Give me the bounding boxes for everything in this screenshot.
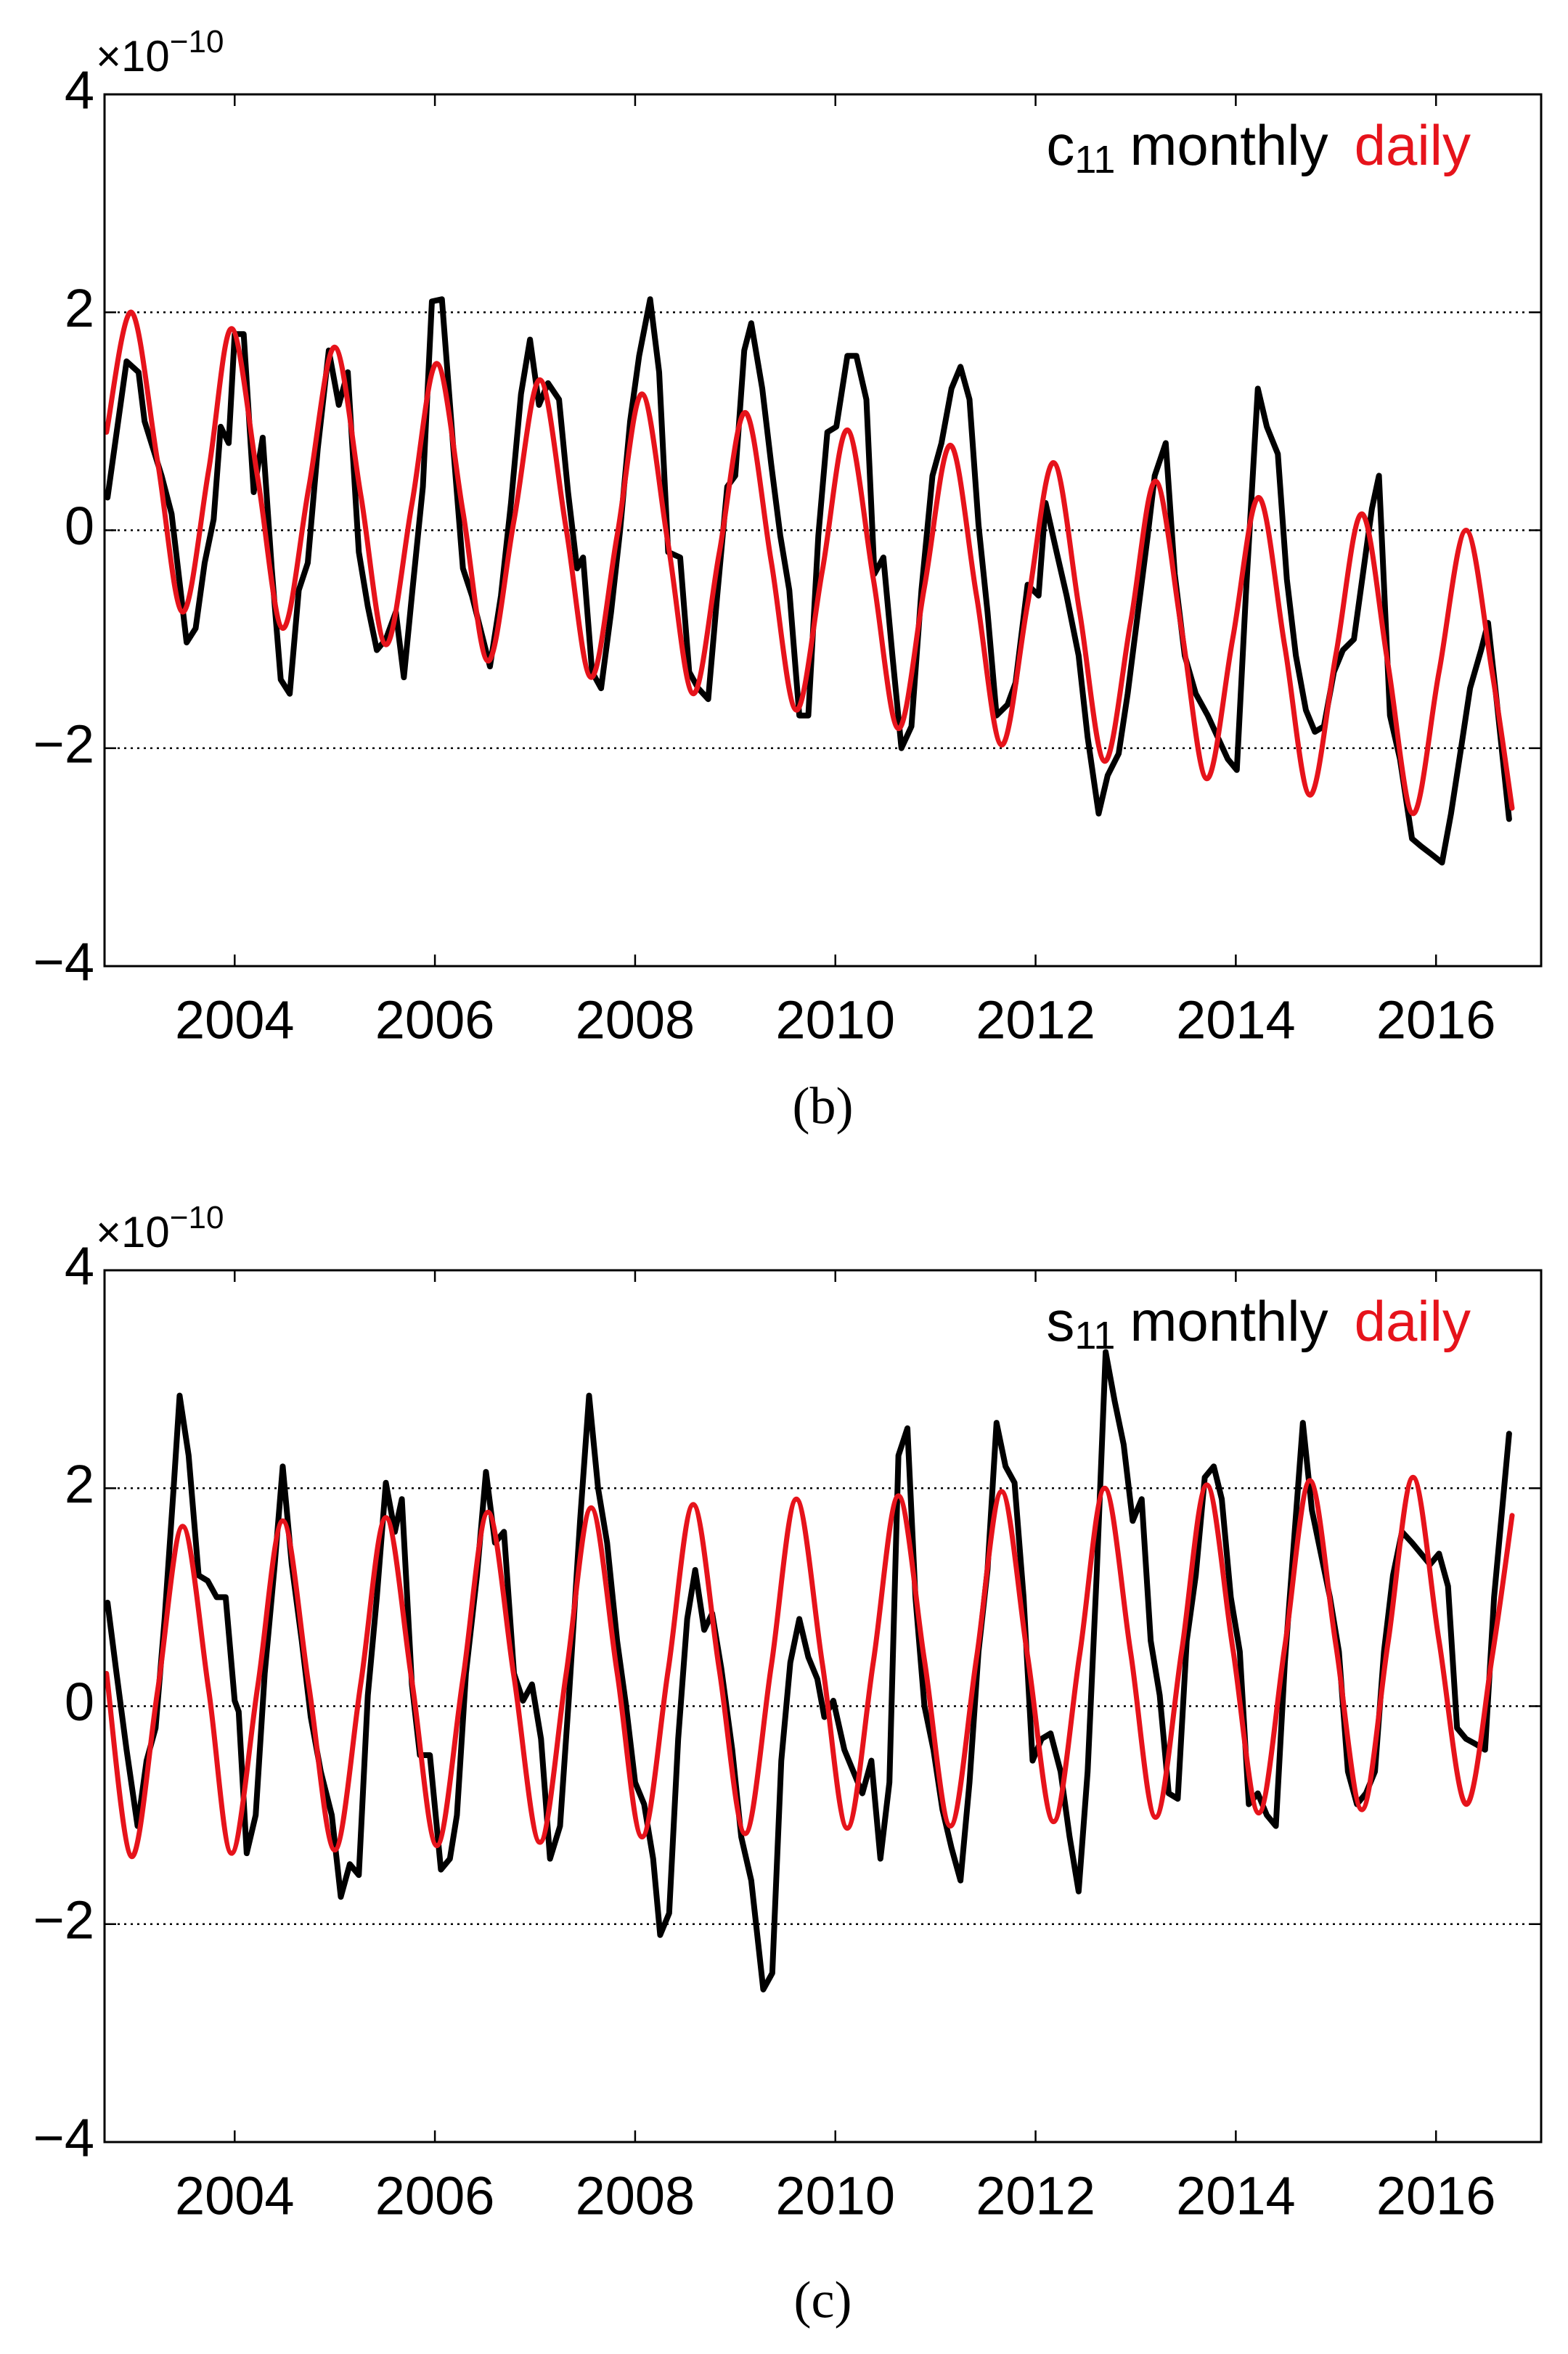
y-tick-label: −2 — [33, 1889, 94, 1950]
plot-frame — [103, 93, 1543, 968]
plot-frame — [103, 1269, 1543, 2143]
multiplier-base: ×10 — [96, 1208, 170, 1256]
series-line — [105, 296, 1512, 866]
legend-prefix: s — [1046, 1289, 1074, 1353]
legend-prefix-sub: 11 — [1074, 1314, 1115, 1357]
axis-multiplier: ×10−10 — [96, 1200, 224, 1256]
x-tick-label: 2016 — [1376, 990, 1496, 1050]
x-tick-label: 2004 — [175, 2166, 295, 2226]
legend-entry: monthly — [1130, 1289, 1328, 1353]
x-tick-label: 2010 — [775, 2166, 895, 2226]
y-tick-label: 2 — [65, 1454, 94, 1514]
x-tick-label: 2006 — [375, 990, 495, 1050]
chart-panel: −4 −2 0 2 4 2004 2006 2008 2010 2012 2014 2016 ×10−1… — [33, 24, 1543, 1135]
x-tick-label: 2012 — [976, 2166, 1095, 2226]
y-tick-label: 0 — [65, 1672, 94, 1732]
x-tick-label: 2014 — [1176, 2166, 1296, 2226]
multiplier-exponent: −10 — [170, 24, 224, 60]
x-tick-label: 2008 — [576, 990, 695, 1050]
panel-label: (c) — [794, 2271, 852, 2329]
y-tick-label: 0 — [65, 496, 94, 556]
x-tick-label: 2004 — [175, 990, 295, 1050]
y-tick-label: −2 — [33, 714, 94, 774]
legend: s11 monthly daily — [1046, 1289, 1471, 1358]
x-tick-label: 2008 — [576, 2166, 695, 2226]
x-tick-label: 2006 — [375, 2166, 495, 2226]
panel-label: (b) — [793, 1077, 854, 1135]
legend-entry: daily — [1355, 1289, 1471, 1353]
multiplier-base: ×10 — [96, 32, 170, 81]
y-tick-label: 2 — [65, 278, 94, 338]
y-tick-label: −4 — [33, 932, 94, 992]
series-line — [104, 309, 1515, 817]
legend-entry: monthly — [1130, 113, 1328, 177]
chart-panel: −4 −2 0 2 4 2004 2006 2008 2010 2012 2014 2016 ×10−1… — [33, 1200, 1543, 2329]
legend-prefix-sub: 11 — [1074, 138, 1115, 181]
legend: c11 monthly daily — [1046, 113, 1471, 182]
x-tick-label: 2014 — [1176, 990, 1296, 1050]
legend-entry: daily — [1355, 113, 1471, 177]
y-tick-label: −4 — [33, 2108, 94, 2168]
multiplier-exponent: −10 — [170, 1200, 224, 1235]
y-tick-label: 4 — [65, 60, 94, 120]
x-tick-label: 2016 — [1376, 2166, 1496, 2226]
axis-multiplier: ×10−10 — [96, 24, 224, 81]
y-tick-label: 4 — [65, 1236, 94, 1296]
legend-prefix: c — [1046, 113, 1074, 177]
series-line — [104, 1474, 1515, 1860]
x-tick-label: 2012 — [976, 990, 1095, 1050]
series-line — [105, 1349, 1512, 1993]
x-tick-label: 2010 — [775, 990, 895, 1050]
